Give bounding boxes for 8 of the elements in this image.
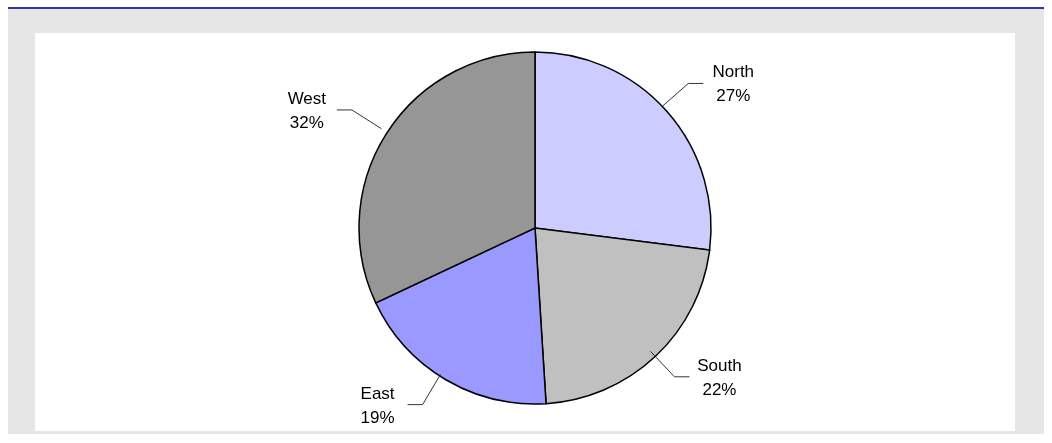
data-label: 22% [702,379,737,399]
data-label: 19% [360,407,395,427]
slice-label: South [697,355,742,375]
slice-label: East [360,383,395,403]
slice-label: West [287,88,327,108]
data-label: 27% [716,86,751,106]
data-label: 32% [289,112,324,132]
slice-label: North [712,62,755,82]
